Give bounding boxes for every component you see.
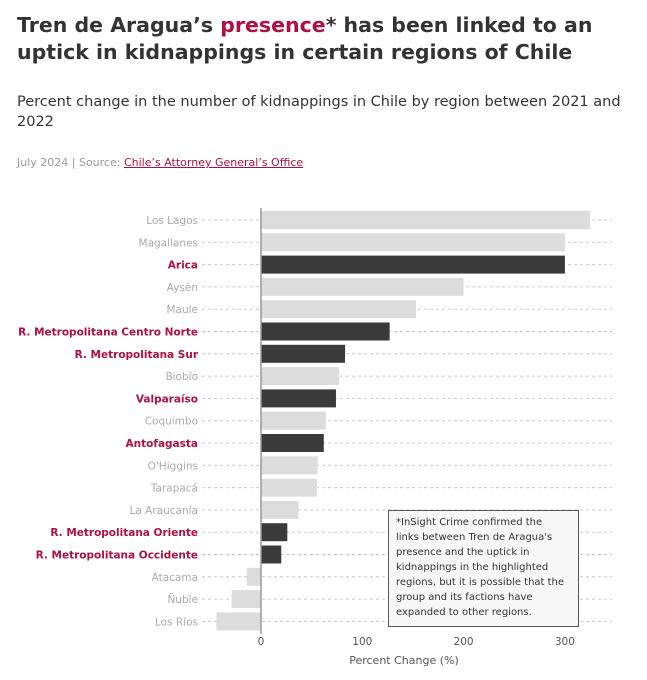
category-label: La Araucanía	[130, 505, 198, 517]
bar-maule	[261, 300, 416, 319]
bar-los-lagos	[261, 211, 591, 229]
category-label: R. Metropolitana Oriente	[50, 527, 198, 539]
bar-antofagasta	[261, 434, 324, 452]
bar-r-metropolitana-oriente	[261, 523, 288, 542]
category-label: R. Metropolitana Occidente	[36, 550, 198, 562]
source-link[interactable]: Chile’s Attorney General’s Office	[123, 156, 304, 169]
bar-arica	[261, 255, 565, 274]
bar-tarapac-	[261, 478, 317, 497]
category-label: Maule	[166, 304, 198, 316]
source-line: July 2024 | Source: Chile’s Attorney Gen…	[17, 156, 303, 169]
bar--uble	[231, 590, 261, 609]
bar-magallanes	[261, 233, 565, 252]
chart-title: Tren de Aragua’s presence* has been link…	[17, 12, 627, 66]
category-label: R. Metropolitana Centro Norte	[18, 327, 198, 339]
title-part-2: * has been linked to an uptick in kidnap…	[17, 13, 593, 64]
category-label: Arica	[168, 260, 198, 272]
title-highlight: presence	[220, 13, 326, 37]
category-label: Coquimbo	[145, 416, 198, 428]
category-label: Tarapacá	[150, 483, 198, 495]
x-tick-label: 300	[555, 636, 575, 648]
bar-biob-o	[261, 367, 340, 386]
x-axis-title: Percent Change (%)	[349, 654, 459, 667]
bar-r-metropolitana-occidente	[261, 545, 282, 564]
category-label: O'Higgins	[148, 460, 198, 472]
category-label: Valparaíso	[136, 393, 198, 405]
category-label: Los Ríos	[155, 616, 198, 628]
bar-los-r-os	[216, 612, 261, 631]
category-label: R. Metropolitana Sur	[75, 349, 199, 361]
category-label: Magallanes	[139, 237, 198, 249]
bar-r-metropolitana-sur	[261, 344, 346, 363]
bar-atacama	[246, 567, 261, 586]
chart-subtitle: Percent change in the number of kidnappi…	[17, 94, 621, 130]
category-label: Aysén	[167, 282, 198, 294]
x-tick-label: 100	[352, 636, 372, 648]
bar-r-metropolitana-centro-norte	[261, 322, 390, 341]
bar-ays-n	[261, 277, 464, 296]
source-prefix: July 2024 | Source:	[17, 156, 124, 169]
bar-valpara-so	[261, 389, 336, 408]
bar-coquimbo	[261, 411, 326, 430]
x-tick-label: 0	[258, 636, 265, 648]
category-label: Atacama	[152, 572, 198, 584]
bar-o-higgins	[261, 456, 318, 475]
category-label: Ñuble	[167, 593, 198, 606]
category-label: Antofagasta	[126, 438, 198, 450]
category-label: Los Lagos	[146, 215, 198, 227]
category-label: Biobío	[165, 371, 198, 383]
bar-la-araucan-a	[261, 500, 299, 519]
x-tick-label: 200	[454, 636, 474, 648]
footnote-box: *InSight Crime confirmed the links betwe…	[388, 510, 579, 627]
title-part-1: Tren de Aragua’s	[17, 13, 221, 37]
